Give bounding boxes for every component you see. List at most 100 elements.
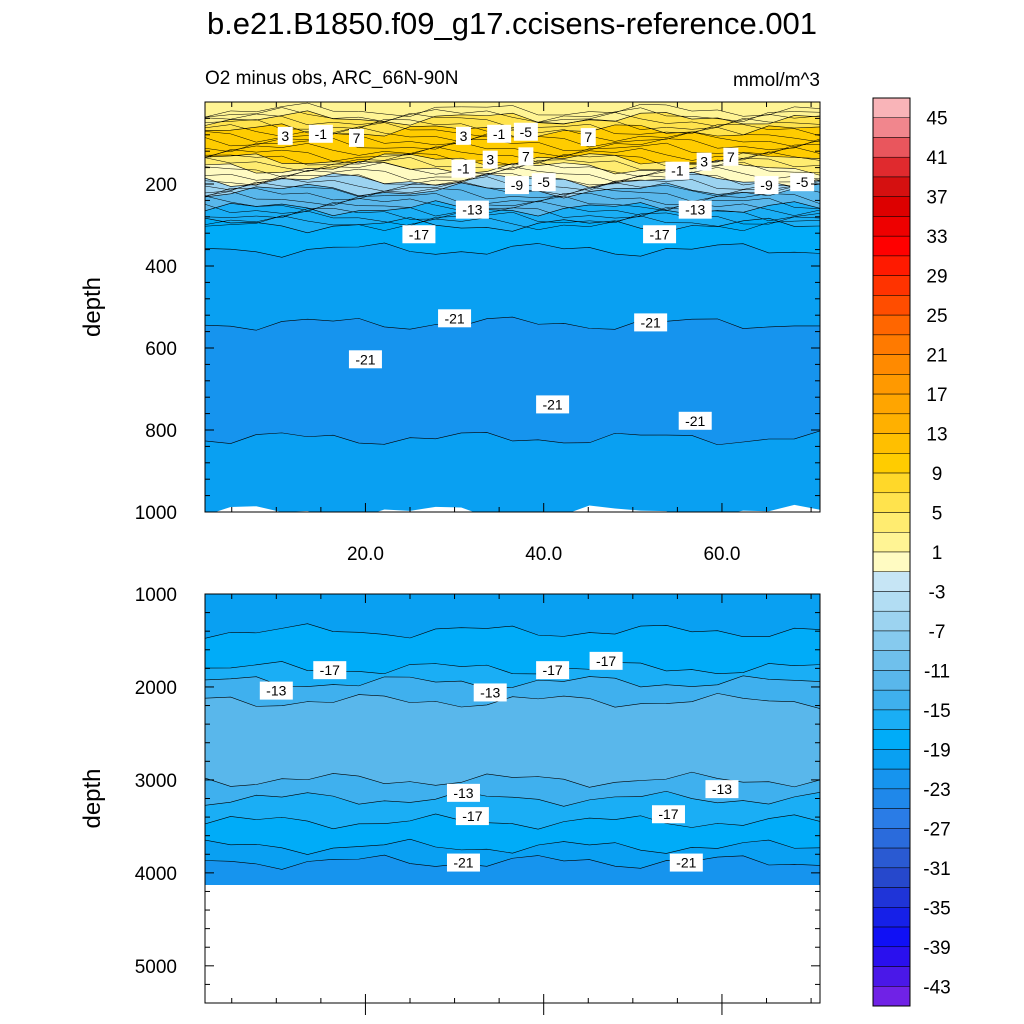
contour-label-box bbox=[518, 147, 534, 166]
colorbar-swatch bbox=[872, 492, 911, 513]
contour-line bbox=[205, 195, 820, 211]
contour-label-box bbox=[277, 126, 293, 145]
contour-band bbox=[205, 594, 820, 639]
colorbar-swatch bbox=[872, 887, 911, 908]
contour-line bbox=[205, 215, 820, 232]
colorbar-label: -23 bbox=[923, 780, 950, 801]
x-axis bbox=[231, 594, 812, 1015]
contour-line bbox=[205, 123, 820, 137]
colorbar-swatch bbox=[872, 788, 911, 809]
contour-line bbox=[205, 661, 820, 675]
contour-label-box bbox=[634, 313, 668, 332]
colorbar-swatch bbox=[872, 551, 911, 572]
colorbar-swatch bbox=[872, 966, 911, 987]
y-tick-label: 4000 bbox=[135, 864, 177, 885]
contour-label: -21 bbox=[453, 855, 473, 871]
contour-line bbox=[205, 838, 820, 855]
contour-label-box bbox=[451, 159, 476, 178]
contour-label: -5 bbox=[520, 124, 533, 140]
colorbar-swatch bbox=[872, 709, 911, 730]
y-axis: 1000 2000 3000 4000 5000 depth bbox=[79, 585, 820, 1004]
lower-panel: -17 -17 -17 -13 -13 -13 -13 -17 -17 -21 -21 1000 200… bbox=[79, 585, 821, 1015]
contour-band bbox=[205, 855, 820, 885]
colorbar-swatch bbox=[872, 512, 911, 533]
contour-line bbox=[205, 813, 820, 830]
contour-label-box bbox=[308, 124, 333, 143]
contour-label: -17 bbox=[596, 653, 616, 669]
colorbar-swatch bbox=[872, 472, 911, 494]
colorbar-swatch bbox=[872, 117, 911, 138]
contour-label-box bbox=[589, 651, 623, 670]
y-tick-label: 3000 bbox=[135, 771, 177, 792]
contour-line bbox=[205, 210, 820, 227]
contour-label-box bbox=[669, 853, 703, 872]
contour-label-box bbox=[723, 147, 739, 166]
contour-label-box bbox=[402, 225, 436, 244]
contour-label: -9 bbox=[760, 177, 773, 193]
contour-line bbox=[205, 693, 820, 709]
contour-label: -21 bbox=[676, 855, 696, 871]
colorbar-swatch bbox=[872, 926, 911, 948]
colorbar-swatch bbox=[872, 216, 911, 237]
contour-label: -21 bbox=[444, 310, 464, 326]
y-tick-label: 1000 bbox=[135, 503, 177, 524]
contour-label: -1 bbox=[315, 126, 328, 142]
colorbar-swatch bbox=[872, 334, 911, 355]
contour-label-box bbox=[536, 395, 570, 414]
contour-label: -21 bbox=[641, 314, 661, 330]
colorbar-label: 41 bbox=[926, 148, 947, 169]
contour-label: -1 bbox=[671, 163, 684, 179]
contour-label-box bbox=[513, 122, 538, 141]
contour-label: 3 bbox=[460, 128, 468, 144]
contour-label-box bbox=[446, 783, 480, 802]
colorbar-label: -27 bbox=[923, 819, 950, 840]
y-tick-label: 400 bbox=[145, 257, 177, 278]
contour-label: 3 bbox=[700, 154, 708, 170]
contour-label-box bbox=[536, 661, 570, 680]
contour-line bbox=[205, 126, 820, 143]
contour-line bbox=[205, 161, 820, 178]
y-tick-label: 200 bbox=[145, 175, 177, 196]
colorbar: 45 41 37 33 29 25 21 17 13 9 5 1 -3 -7 -11 -15 -19 -23 -27… bbox=[872, 97, 951, 1007]
contour-label-box bbox=[678, 411, 712, 430]
contour-line bbox=[205, 122, 820, 138]
contour-label-box bbox=[455, 807, 489, 826]
colorbar-swatch bbox=[872, 749, 911, 770]
contour-label: -13 bbox=[685, 202, 705, 218]
contour-label-box bbox=[696, 152, 712, 171]
colorbar-label: 1 bbox=[932, 543, 943, 564]
contour-line bbox=[205, 191, 820, 206]
colorbar-swatch bbox=[872, 591, 911, 612]
contour-label-box bbox=[665, 161, 690, 180]
contour-line bbox=[205, 854, 820, 870]
contour-band bbox=[205, 200, 820, 233]
contour-fills bbox=[205, 594, 820, 885]
colorbar-swatch bbox=[872, 729, 911, 750]
contour-line bbox=[205, 107, 820, 123]
contour-line bbox=[205, 242, 820, 258]
contour-line bbox=[205, 102, 820, 118]
y-tick-label: 1000 bbox=[135, 585, 177, 606]
contour-line bbox=[205, 217, 820, 234]
colorbar-frame bbox=[872, 97, 911, 1007]
contour-label: 7 bbox=[522, 148, 530, 164]
contour-label-box bbox=[678, 200, 712, 219]
colorbar-swatch bbox=[872, 374, 911, 395]
contour-line bbox=[205, 430, 820, 446]
x-tick-label: 40.0 bbox=[525, 544, 562, 565]
colorbar-label: -31 bbox=[923, 859, 950, 880]
contour-label-box bbox=[482, 150, 498, 169]
contour-band bbox=[205, 772, 820, 807]
contour-label: 3 bbox=[486, 152, 494, 168]
contour-line bbox=[205, 675, 820, 689]
colorbar-swatch bbox=[872, 532, 911, 553]
upper-panel: 3 -1 7 3 -1 -5 73 7-1 3 7-1-9 -5 -9 -5-13 -13-17 -17-2… bbox=[79, 101, 821, 565]
colorbar-swatch bbox=[872, 907, 911, 928]
colorbar-label: 29 bbox=[926, 267, 947, 288]
contour-line bbox=[205, 172, 820, 186]
colorbar-label: 17 bbox=[926, 385, 947, 406]
contour-label: -13 bbox=[462, 202, 482, 218]
colorbar-swatch bbox=[872, 689, 911, 711]
contour-label: -17 bbox=[658, 806, 678, 822]
